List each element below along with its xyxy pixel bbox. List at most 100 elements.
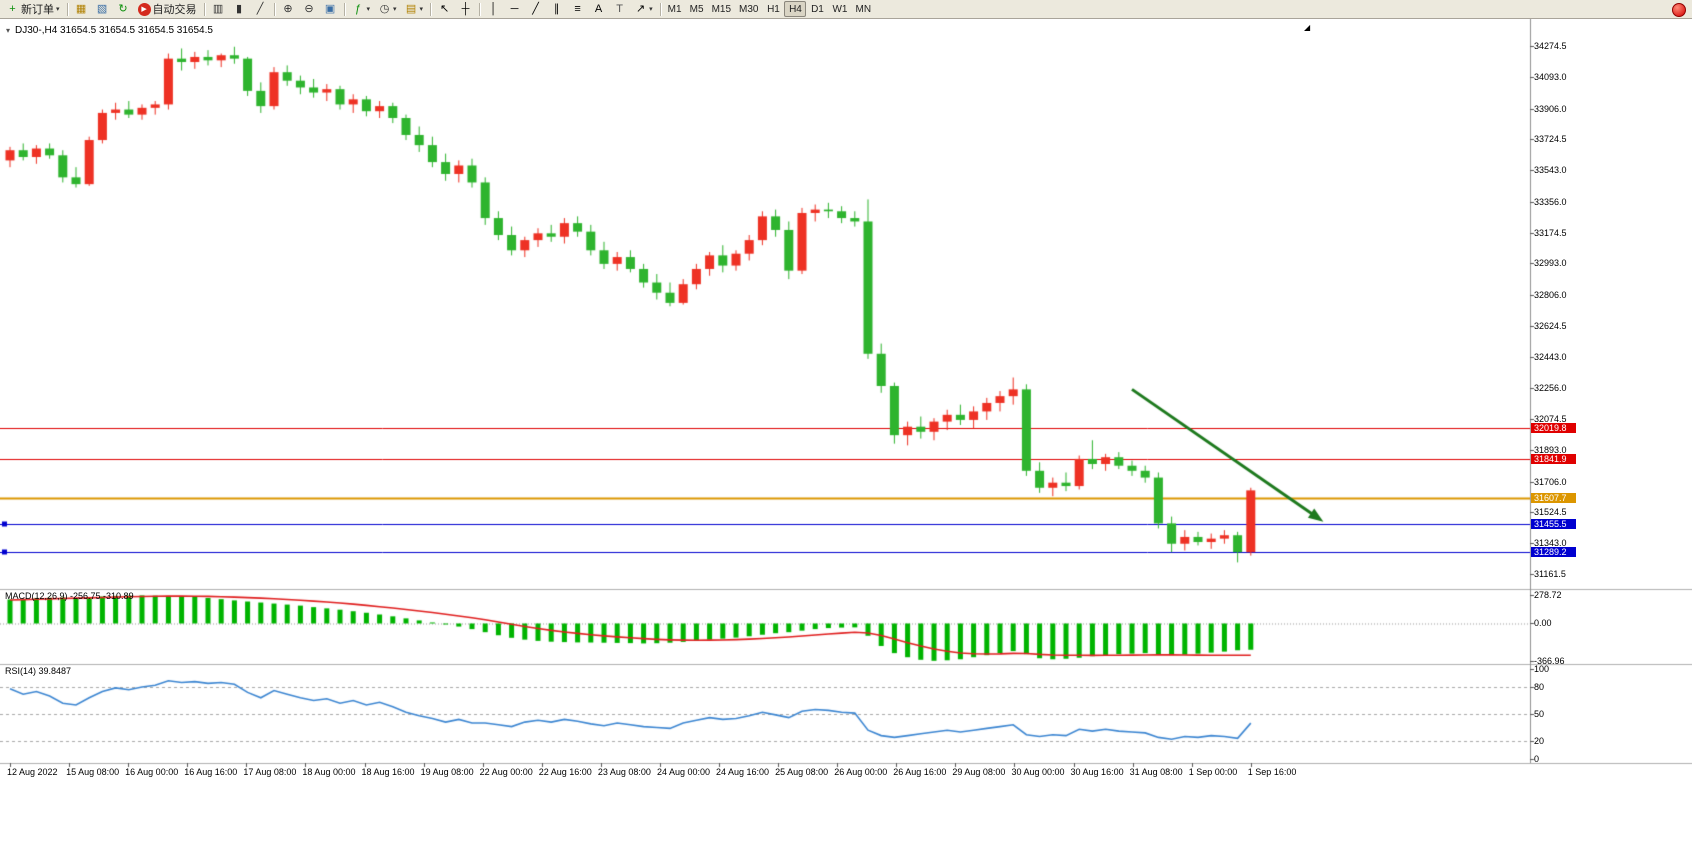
vertical-line-icon: │ [490,2,497,15]
vertical-line-button[interactable]: │ [483,1,504,17]
tile-windows-icon: ▣ [324,2,336,15]
arrows-button[interactable]: ↗ ▾ [630,1,657,17]
time-axis-label: 1 Sep 16:00 [1247,767,1297,777]
autotrading-button-label: 自动交易 [152,4,197,16]
bar-chart-button[interactable]: ▥ [208,1,229,17]
fibonacci-button[interactable]: ≡ [567,1,588,17]
macd-axis-label: -366.96 [1534,656,1565,666]
rsi-axis-label: 80 [1534,682,1545,692]
crosshair-button[interactable]: ┼ [455,1,476,17]
trendline-button[interactable]: ╱ [525,1,546,17]
price-axis-label: 31706.0 [1534,476,1567,487]
trendline-icon: ╱ [532,2,539,15]
time-axis-label: 23 Aug 08:00 [597,767,651,777]
price-axis-label: 31893.0 [1534,444,1567,455]
time-axis-label: 18 Aug 00:00 [302,767,356,777]
notification-icon[interactable] [1672,3,1686,17]
autotrading-icon: ▶ [137,2,151,16]
periods-icon: ◷ [379,2,390,15]
line-chart-button[interactable]: ╱ [250,1,271,17]
channel-icon: ∥ [553,2,560,15]
rsi-indicator-label: RSI(14) 39.8487 [5,666,72,676]
refresh-button[interactable]: ↻ [113,1,134,17]
price-axis-label: 31343.0 [1534,538,1567,549]
price-axis-label: 32806.0 [1534,290,1567,301]
periods-button[interactable]: ◷ ▾ [374,1,401,17]
macd-indicator-label: MACD(12,26,9) -256.75 -310.89 [5,591,134,601]
zoom-out-button[interactable]: ⊖ [299,1,320,17]
indicators-icon: ƒ [354,2,362,15]
chart-window: ▾ DJ30-,H4 31654.5 31654.5 31654.5 31654… [0,19,1692,842]
zoom-out-icon: ⊖ [304,2,314,15]
price-axis-label: 33724.5 [1534,134,1567,145]
horizontal-line-button[interactable]: ─ [504,1,525,17]
hline-price-label: 31455.5 [1531,519,1576,530]
new-order-button[interactable]: + 新订单 ▾ [2,1,64,17]
bar-chart-icon: ▥ [212,2,224,15]
time-axis-label: 29 Aug 08:00 [952,767,1006,777]
toolbar-separator [203,2,205,16]
price-axis-label: 32074.5 [1534,414,1567,425]
profiles-button[interactable]: ▧ [92,1,113,17]
chevron-down-icon: ▾ [649,6,653,13]
timeframe-button-d1[interactable]: D1 [806,1,828,17]
price-chart-canvas[interactable] [0,19,1692,842]
time-axis-label: 22 Aug 16:00 [538,767,592,777]
time-axis-label: 31 Aug 08:00 [1129,767,1183,777]
zoom-in-button[interactable]: ⊕ [278,1,299,17]
time-axis-label: 22 Aug 00:00 [479,767,533,777]
time-axis-label: 30 Aug 16:00 [1070,767,1124,777]
label-button[interactable]: T [609,1,630,17]
horizontal-line-icon: ─ [510,2,519,15]
timeframe-button-m15[interactable]: M15 [708,1,735,17]
toolbar-separator [479,2,481,16]
timeframe-button-mn[interactable]: MN [851,1,875,17]
fibonacci-icon: ≡ [574,2,581,15]
macd-axis-label: 278.72 [1534,590,1562,600]
price-axis-label: 33356.0 [1534,196,1567,207]
price-axis-label: 33174.5 [1534,227,1567,238]
hline-price-label: 31841.9 [1531,453,1576,464]
text-button[interactable]: A [588,1,609,17]
cursor-button[interactable]: ↖ [434,1,455,17]
timeframe-button-w1[interactable]: W1 [828,1,851,17]
rsi-axis-label: 100 [1534,664,1550,674]
new-order-button-label: 新订单 [21,4,54,16]
timeframe-button-m30[interactable]: M30 [735,1,762,17]
time-axis-label: 19 Aug 08:00 [420,767,474,777]
channel-button[interactable]: ∥ [546,1,567,17]
time-axis-label: 24 Aug 00:00 [656,767,710,777]
toolbar-separator [659,2,661,16]
timeframe-button-h1[interactable]: H1 [762,1,784,17]
chart-title: ▾ DJ30-,H4 31654.5 31654.5 31654.5 31654… [6,25,213,36]
price-axis-label: 34093.0 [1534,71,1567,82]
toolbar-separator [273,2,275,16]
price-axis-label: 32256.0 [1534,383,1567,394]
chart-collapse-arrow[interactable]: ▾ [6,26,11,35]
new-chart-button[interactable]: ▦ [71,1,92,17]
crosshair-icon: ┼ [461,2,470,15]
time-axis-label: 1 Sep 00:00 [1188,767,1238,777]
hline-price-label: 31607.7 [1531,493,1576,504]
price-axis-label: 31524.5 [1534,507,1567,518]
chevron-down-icon: ▾ [393,6,397,13]
candlestick-chart-icon: ▮ [235,2,243,15]
time-axis-label: 12 Aug 2022 [7,767,58,777]
time-axis-label: 25 Aug 08:00 [775,767,829,777]
timeframe-button-m1[interactable]: M1 [664,1,686,17]
price-axis-label: 31161.5 [1534,569,1566,579]
price-axis-label: 32624.5 [1534,320,1567,331]
zoom-in-icon: ⊕ [283,2,293,15]
autotrading-button[interactable]: ▶ 自动交易 [134,1,201,17]
indicators-button[interactable]: ƒ ▾ [348,1,375,17]
templates-button[interactable]: ▤ ▾ [401,1,428,17]
timeframe-button-h4[interactable]: H4 [784,1,807,17]
candlestick-chart-button[interactable]: ▮ [229,1,250,17]
time-axis-label: 26 Aug 00:00 [834,767,888,777]
chart-shift-marker[interactable]: ◢ [1304,23,1311,32]
chevron-down-icon: ▾ [56,6,60,13]
time-axis-label: 30 Aug 00:00 [1011,767,1065,777]
time-axis-label: 15 Aug 08:00 [66,767,120,777]
timeframe-button-m5[interactable]: M5 [686,1,708,17]
tile-windows-button[interactable]: ▣ [320,1,341,17]
